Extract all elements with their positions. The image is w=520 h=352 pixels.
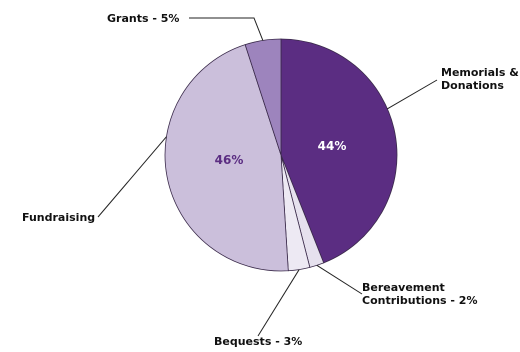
leader-line-bereavement-contributions <box>316 264 363 295</box>
leader-line-fundraising <box>97 136 167 218</box>
leader-line-memorials-donations <box>387 79 438 110</box>
leader-line-bequests <box>257 269 300 337</box>
pie-slice-memorials-donations <box>280 38 398 264</box>
leader-lines-layer <box>97 17 438 337</box>
slices-layer <box>164 38 398 272</box>
pie-slice-fundraising <box>164 44 289 272</box>
leader-line-grants <box>189 17 264 41</box>
slice-label-memorials-donations: Memorials & Donations <box>441 66 519 92</box>
slice-label-grants: Grants - 5% <box>107 12 179 25</box>
slice-label-fundraising: Fundraising <box>22 211 95 224</box>
pie-slice-grants <box>244 38 282 156</box>
labels-layer: Memorials & Donations 44% Bereavement Contri… <box>22 12 519 348</box>
slice-label-bereavement-contributions: Bereavement Contributions - 2% <box>362 281 477 307</box>
slice-percent-fundraising: 46% <box>215 153 244 167</box>
slice-percent-memorials-donations: 44% <box>318 139 347 153</box>
slice-label-bequests: Bequests - 3% <box>214 335 302 348</box>
